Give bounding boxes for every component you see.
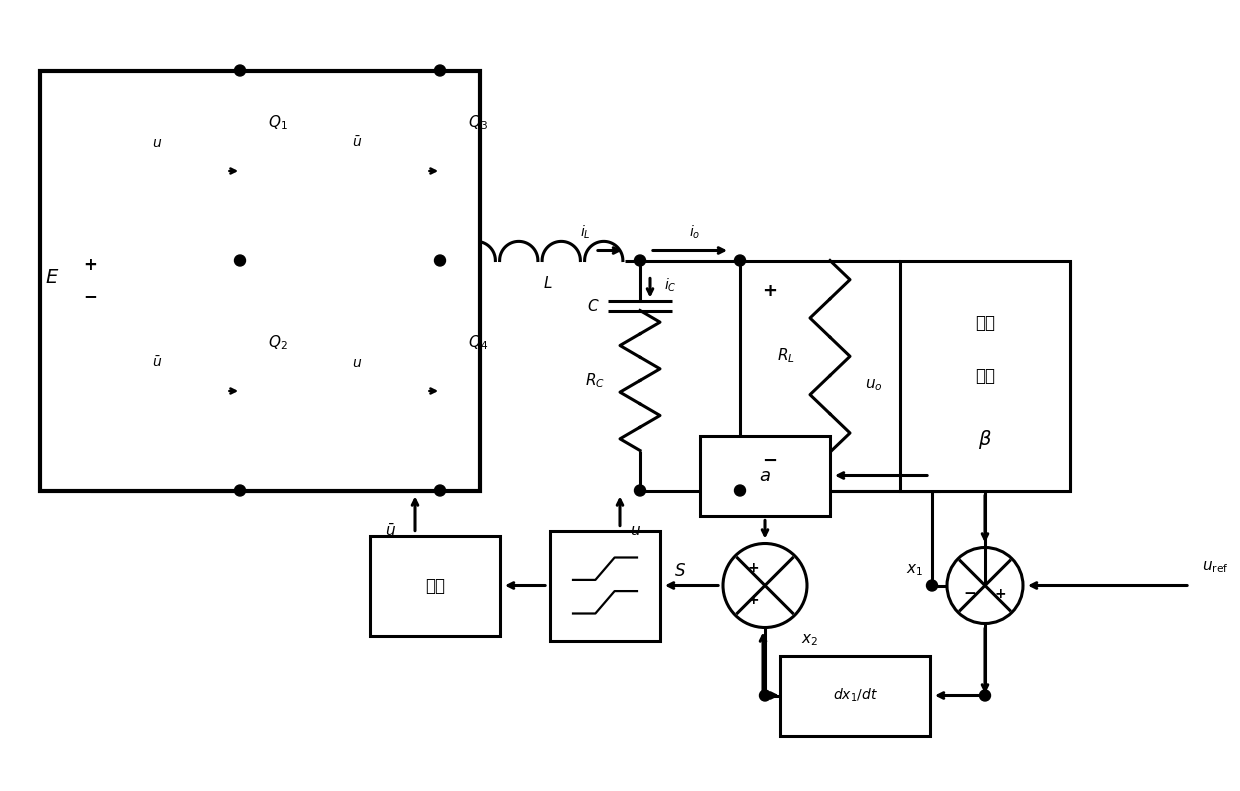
Text: $a$: $a$ [759,467,771,485]
Circle shape [734,485,745,496]
Text: $x_1$: $x_1$ [906,562,924,578]
Text: $x_2$: $x_2$ [801,633,818,649]
Circle shape [234,485,246,496]
Text: $\bar{u}$: $\bar{u}$ [384,522,396,539]
Text: $u$: $u$ [352,355,362,369]
Text: $C$: $C$ [588,297,600,313]
Circle shape [759,690,770,701]
Bar [40,70,480,490]
Text: $S$: $S$ [675,562,686,580]
Bar [900,260,1070,490]
Text: $R_C$: $R_C$ [585,371,605,390]
Bar [701,436,830,516]
Bar [780,656,930,736]
Text: $L$: $L$ [543,274,552,290]
Text: 反相: 反相 [425,577,445,595]
Text: 测量: 测量 [975,366,994,384]
Circle shape [234,65,246,76]
Text: $u$: $u$ [630,523,641,538]
Text: $E$: $E$ [45,268,60,287]
Text: $i_C$: $i_C$ [663,277,676,294]
Circle shape [434,65,445,76]
Text: $u_o$: $u_o$ [866,377,883,393]
Circle shape [734,255,745,266]
Text: +: + [83,255,97,274]
Text: $u_{\rm ref}$: $u_{\rm ref}$ [1202,560,1229,575]
Circle shape [434,255,445,266]
Circle shape [635,255,646,266]
Bar [370,536,500,635]
Text: $R_L$: $R_L$ [777,346,795,365]
Circle shape [234,255,246,266]
Text: $\bar{u}$: $\bar{u}$ [352,135,362,150]
Text: $i_o$: $i_o$ [689,224,701,241]
Circle shape [434,485,445,496]
Text: $Q_{1}$: $Q_{1}$ [268,113,288,132]
Bar [551,531,660,641]
Text: −: − [83,287,97,305]
Text: −: − [763,452,777,470]
Text: $\beta$: $\beta$ [978,429,992,452]
Text: $Q_{3}$: $Q_{3}$ [467,113,487,132]
Text: $dx_1/dt$: $dx_1/dt$ [832,687,878,704]
Text: $Q_{2}$: $Q_{2}$ [268,333,288,352]
Text: +: + [994,586,1006,600]
Text: +: + [748,561,759,574]
Circle shape [635,485,646,496]
Text: $Q_{4}$: $Q_{4}$ [467,333,489,352]
Text: +: + [748,593,759,607]
Circle shape [926,580,937,591]
Text: −: − [963,586,976,601]
Text: $i_L$: $i_L$ [579,224,590,241]
Text: $u$: $u$ [151,135,162,149]
Text: +: + [763,282,777,300]
Text: $\bar{u}$: $\bar{u}$ [151,355,162,370]
Text: 电压: 电压 [975,313,994,331]
Circle shape [980,690,991,701]
